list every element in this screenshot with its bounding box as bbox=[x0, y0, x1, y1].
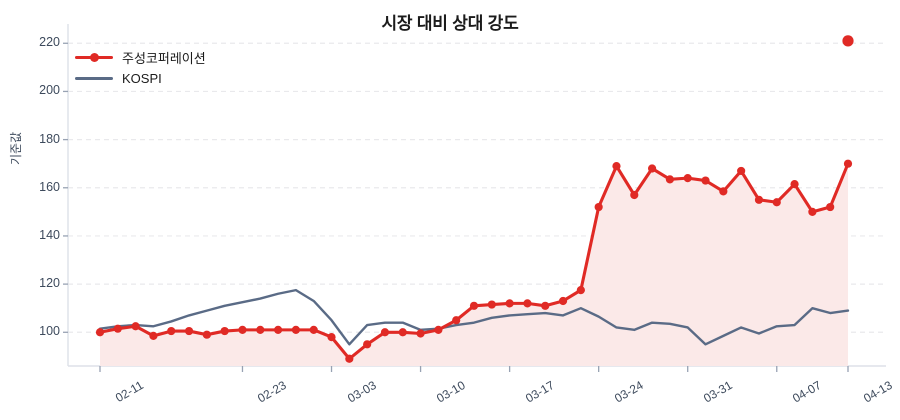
y-tick-label: 180 bbox=[39, 131, 60, 146]
legend-label-0: 주성코퍼레이션 bbox=[122, 51, 206, 66]
grid-lines bbox=[68, 42, 886, 333]
legend: 주성코퍼레이션 KOSPI bbox=[75, 47, 206, 89]
y-tick-label: 160 bbox=[39, 179, 60, 194]
legend-swatch-line-marker-icon bbox=[75, 51, 113, 65]
y-tick-label: 100 bbox=[39, 324, 60, 339]
legend-swatch-line-icon bbox=[75, 72, 113, 86]
y-tick-label: 220 bbox=[39, 35, 60, 50]
legend-item-1[interactable]: KOSPI bbox=[75, 68, 206, 89]
legend-label-1: KOSPI bbox=[122, 71, 162, 86]
x-axis-tickmarks bbox=[99, 366, 849, 372]
y-tick-label: 120 bbox=[39, 276, 60, 291]
page-title: 시장 대비 상대 강도 bbox=[381, 14, 519, 33]
legend-item-0[interactable]: 주성코퍼레이션 bbox=[75, 47, 206, 68]
data-series-layer bbox=[95, 35, 854, 366]
y-tick-label: 140 bbox=[39, 227, 60, 242]
y-axis-ticks: 100 120 140 160 180 200 220 bbox=[20, 0, 60, 420]
y-tick-label: 200 bbox=[39, 83, 60, 98]
y-axis-tickmarks bbox=[63, 42, 68, 333]
